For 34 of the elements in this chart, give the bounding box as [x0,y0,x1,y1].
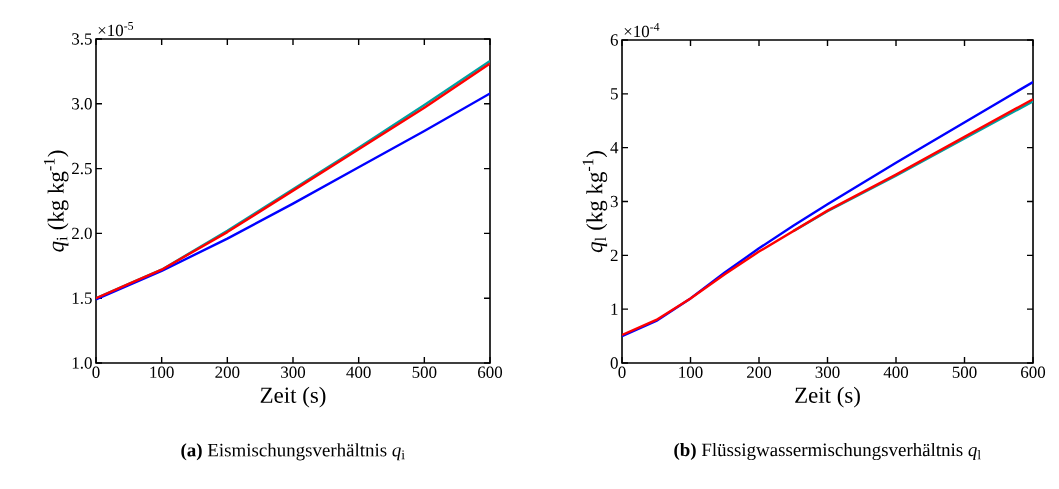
y-tick-label: 3 [610,195,618,208]
y-tick-label: 6 [610,34,618,46]
y-tick-label: 1.0 [72,357,92,369]
x-tick-label: 600 [478,366,503,378]
x-tick-label: 500 [952,366,977,378]
y-tick-label: 1 [611,303,618,315]
y-tick-label: 2.0 [72,227,92,240]
x-tick-label: 100 [679,366,703,378]
x-tick-label: 500 [412,366,437,378]
x-tick-label: 300 [281,366,306,378]
x-tick-label: 400 [346,366,371,378]
y-tick-label: 1.5 [72,292,92,304]
x-tick-label: 100 [150,366,174,378]
y-tick-label: 5 [611,88,618,100]
y-tick-label: 2.5 [72,162,92,175]
text: (b) Flüssigwassermischungsverhältnis q$_{l}$ [674,442,981,461]
x-tick-label: 300 [815,366,840,378]
text: ×10$^{-4}$ [624,22,660,38]
x-tick-label: 200 [215,366,240,378]
text: (a) Eismischungsverhältnis q$_{i}$ [181,443,405,461]
y-tick-label: 3.0 [72,98,92,110]
x-tick-label: 200 [747,366,772,378]
y-tick-label: 3.5 [72,33,92,45]
x-tick-label: 400 [883,366,909,378]
x-axis-title: Zeit (s) [260,386,326,408]
x-tick-label: 0 [92,366,100,378]
text: ×10$^{-5}$ [98,22,134,37]
y-axis-title: q$_{l}$ (kg kg$^{-1}$) [582,151,608,253]
y-axis-title: q$_{i}$ (kg kg$^{-1}$) [43,150,69,252]
y-tick-label: 0 [610,357,618,369]
x-axis-title: Zeit (s) [795,386,860,408]
y-tick-label: 2 [610,249,618,261]
x-tick-label: 600 [1021,366,1046,378]
y-tick-label: 4 [610,142,619,154]
